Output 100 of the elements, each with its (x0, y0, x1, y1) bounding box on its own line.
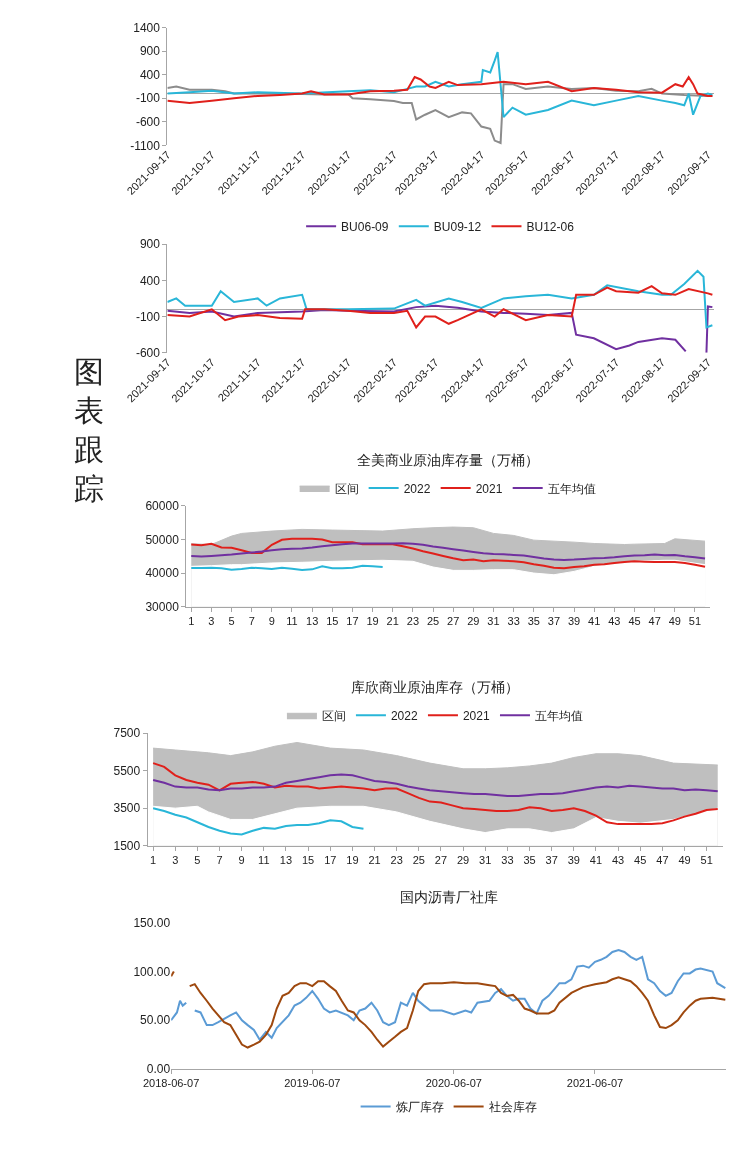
x-tick-label: 47 (648, 614, 661, 627)
legend-label: 2022 (390, 708, 418, 723)
x-tick-label: 39 (567, 853, 580, 866)
x-tick-label: 25 (426, 614, 440, 627)
line-series (167, 285, 714, 329)
x-tick-label: 47 (656, 853, 669, 866)
x-tick-label: 21 (386, 614, 399, 627)
x-tick-label: 33 (501, 853, 514, 866)
x-tick-label: 2020-06-07 (425, 1077, 482, 1090)
x-tick-label: 3 (208, 614, 215, 627)
line-series (190, 537, 707, 570)
x-tick-label: 45 (628, 614, 641, 627)
text: 图表跟踪 (74, 355, 104, 505)
x-tick-label: 11 (258, 853, 270, 866)
x-tick-label: 25 (412, 853, 425, 866)
x-tick-label: 29 (456, 853, 470, 866)
y-tick-label: -600 (135, 115, 161, 129)
x-tick-label: 13 (279, 853, 293, 866)
y-tick-label: 100.00 (133, 964, 171, 979)
x-tick-label: 31 (479, 853, 492, 866)
x-tick-label: 2019-06-07 (284, 1077, 341, 1090)
x-tick-label: 33 (507, 614, 520, 627)
x-tick-label: 2018-06-07 (143, 1077, 200, 1090)
x-tick-label: 27 (434, 853, 448, 866)
legend-label: 区间 (321, 708, 346, 723)
line-series (152, 762, 719, 826)
legend-label: 社会库存 (488, 1100, 537, 1115)
y-tick-label: 7500 (113, 726, 141, 741)
x-tick-label: 29 (467, 614, 480, 627)
y-tick-label: 5500 (113, 763, 141, 778)
y-tick-label: 40000 (145, 566, 180, 581)
line-series (167, 51, 714, 119)
legend-label: 2021 (475, 481, 503, 496)
line-series (190, 542, 707, 561)
x-tick-label: 11 (286, 614, 298, 627)
y-tick-label: -100 (135, 91, 161, 106)
x-tick-label: 7 (248, 614, 255, 627)
x-tick-label: 19 (366, 614, 379, 627)
legend-label: BU09-12 (433, 219, 482, 234)
x-tick-label: 35 (523, 853, 536, 866)
y-tick-label: 60000 (145, 499, 180, 514)
legend-label: 炼厂库存 (395, 1100, 444, 1115)
y-tick-label: -1100 (130, 138, 161, 153)
line-series (167, 269, 714, 329)
chart-title: 库欣商业原油库存（万桶） (351, 680, 519, 695)
y-tick-label: 400 (139, 67, 161, 82)
legend-label: 五年均值 (534, 708, 583, 723)
y-tick-label: 1500 (113, 838, 141, 853)
line-series (152, 773, 719, 797)
x-tick-label: 49 (678, 853, 691, 866)
x-tick-label: 5 (194, 853, 201, 866)
y-tick-label: 50.00 (140, 1013, 171, 1028)
x-tick-label: 15 (301, 853, 315, 866)
y-tick-label: 50000 (145, 532, 180, 547)
y-tick-label: -100 (135, 309, 161, 324)
x-tick-label: 9 (268, 614, 275, 627)
y-tick-label: 400 (139, 273, 161, 288)
x-tick-label: 2021-06-07 (566, 1077, 624, 1090)
x-tick-label: 41 (588, 614, 601, 627)
x-tick-label: 9 (238, 853, 245, 866)
y-tick-label: 3500 (113, 801, 141, 816)
y-tick-label: 0.00 (146, 1062, 171, 1077)
x-tick-label: 3 (172, 853, 179, 866)
x-tick-label: 27 (447, 614, 460, 627)
x-tick-label: 37 (545, 853, 558, 866)
legend-label: BU12-06 (526, 219, 575, 234)
y-tick-label: 30000 (145, 599, 180, 614)
line-series (152, 807, 365, 836)
x-tick-label: 35 (527, 614, 540, 627)
x-tick-label: 17 (324, 853, 337, 866)
x-tick-label: 15 (326, 614, 339, 627)
legend-label: 区间 (334, 481, 359, 496)
chart-title: 全美商业原油库存量（万桶） (357, 453, 539, 468)
x-tick-label: 31 (487, 614, 500, 627)
x-tick-label: 23 (406, 614, 420, 627)
x-tick-label: 43 (611, 853, 625, 866)
y-tick-label: 900 (139, 237, 161, 252)
x-tick-label: 1 (188, 614, 195, 627)
y-tick-label: 1400 (133, 20, 161, 35)
legend-label: BU06-09 (341, 219, 389, 234)
legend-label: 2022 (403, 481, 431, 496)
chart-title: 国内沥青厂社库 (400, 890, 498, 905)
x-tick-label: 51 (688, 614, 702, 627)
x-tick-label: 51 (700, 853, 713, 866)
y-tick-label: 150.00 (133, 915, 171, 930)
legend-label: 2021 (462, 708, 490, 723)
x-tick-label: 43 (608, 614, 621, 627)
x-tick-label: 13 (306, 614, 319, 627)
x-tick-label: 49 (668, 614, 681, 627)
y-tick-label: 900 (139, 44, 161, 59)
x-tick-label: 5 (228, 614, 235, 627)
x-tick-label: 45 (634, 853, 647, 866)
x-tick-label: 21 (368, 853, 381, 866)
x-tick-label: 1 (150, 853, 157, 866)
line-series (167, 76, 714, 104)
legend-label: 五年均值 (547, 481, 596, 496)
x-tick-label: 19 (346, 853, 359, 866)
y-tick-label: -600 (135, 345, 161, 360)
x-tick-label: 39 (567, 614, 581, 627)
x-tick-label: 37 (547, 614, 561, 627)
